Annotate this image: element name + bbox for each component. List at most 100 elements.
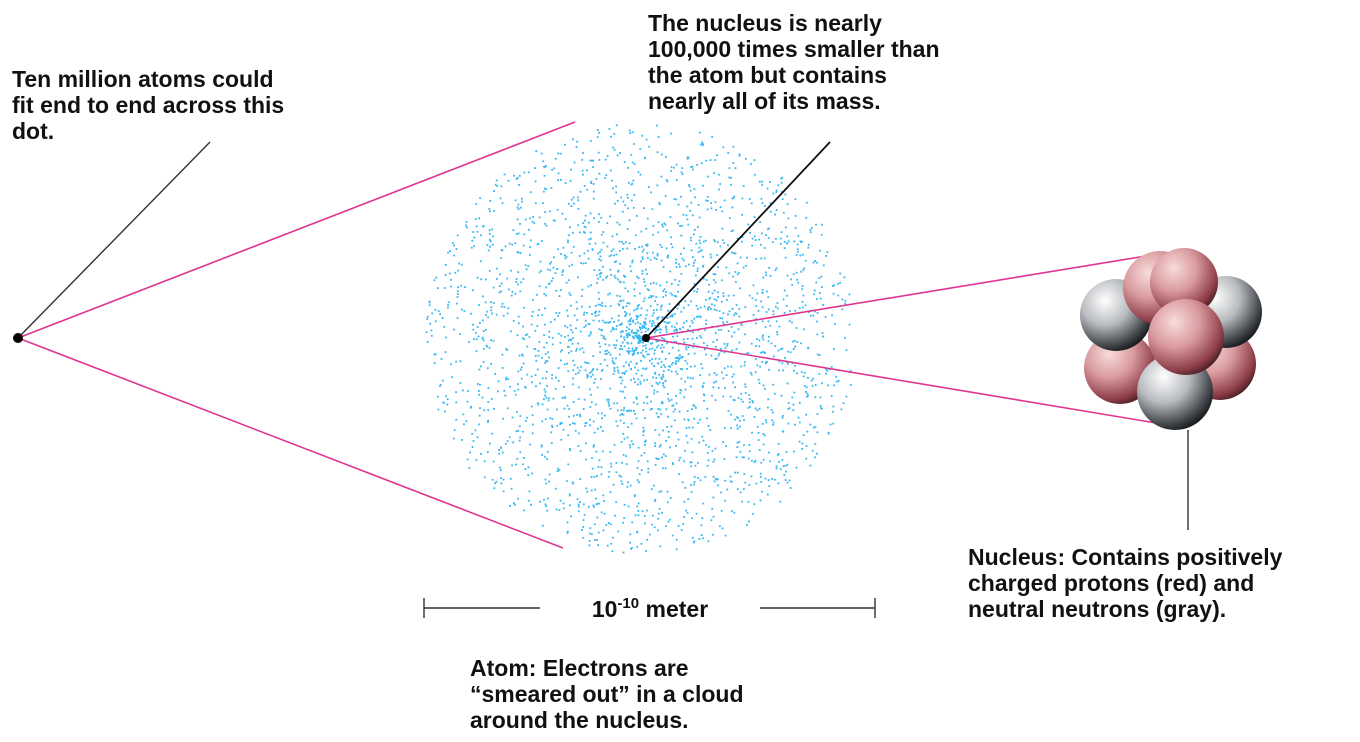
- electron-dot: [613, 402, 615, 405]
- electron-dot: [619, 300, 621, 303]
- electron-dot: [821, 286, 823, 288]
- electron-dot: [707, 175, 710, 178]
- electron-dot: [476, 276, 479, 279]
- electron-dot: [833, 323, 836, 325]
- electron-dot: [602, 278, 605, 281]
- electron-dot: [530, 323, 533, 326]
- electron-dot: [741, 415, 744, 417]
- nucleus-callout-line: charged protons (red) and: [968, 570, 1255, 596]
- electron-dot: [700, 162, 703, 165]
- electron-dot: [512, 320, 515, 322]
- electron-dot: [691, 536, 694, 539]
- electron-dot: [668, 400, 671, 402]
- electron-dot: [531, 423, 534, 426]
- electron-dot: [589, 424, 591, 427]
- electron-dot: [680, 195, 682, 198]
- electron-dot: [671, 246, 674, 249]
- electron-dot: [771, 419, 774, 422]
- electron-dot: [608, 344, 611, 347]
- electron-dot: [575, 348, 578, 350]
- electron-dot: [725, 374, 728, 376]
- electron-dot: [585, 362, 588, 364]
- electron-dot: [544, 478, 547, 481]
- electron-dot: [545, 377, 547, 380]
- electron-dot: [602, 241, 605, 244]
- electron-dot: [549, 269, 552, 272]
- electron-dot: [459, 382, 462, 384]
- electron-dot: [572, 196, 575, 199]
- electron-dot: [628, 363, 630, 366]
- electron-dot: [634, 248, 636, 250]
- electron-dot: [702, 265, 705, 268]
- electron-dot: [609, 169, 612, 172]
- electron-dot: [769, 324, 772, 327]
- electron-dot: [674, 328, 677, 331]
- electron-dot: [744, 386, 747, 388]
- electron-dot: [577, 199, 580, 202]
- electron-dot: [567, 334, 570, 337]
- electron-dot: [606, 352, 608, 355]
- electron-dot: [443, 287, 446, 289]
- electron-dot: [493, 487, 496, 490]
- electron-dot: [671, 313, 674, 316]
- electron-dot: [514, 292, 517, 295]
- electron-dot: [658, 381, 661, 384]
- electron-dot: [560, 438, 563, 441]
- electron-dot: [736, 488, 739, 491]
- electron-dot: [727, 410, 730, 412]
- electron-dot: [569, 324, 572, 327]
- electron-dot: [598, 213, 600, 216]
- electron-dot: [660, 246, 663, 248]
- electron-dot: [671, 294, 674, 296]
- electron-dot: [433, 279, 436, 282]
- electron-dot: [522, 325, 524, 328]
- electron-dot: [615, 462, 618, 464]
- electron-dot: [439, 313, 441, 315]
- electron-dot: [650, 191, 652, 194]
- electron-dot: [707, 540, 710, 543]
- electron-dot: [607, 293, 609, 296]
- electron-dot: [660, 413, 662, 416]
- electron-dot: [608, 522, 610, 524]
- electron-dot: [614, 202, 616, 205]
- electron-dot: [633, 332, 636, 335]
- electron-dot: [674, 295, 676, 297]
- nucleus-size-leader-line: [645, 141, 831, 339]
- electron-dot: [579, 231, 581, 234]
- electron-dot: [690, 201, 693, 204]
- electron-dot: [669, 497, 672, 499]
- electron-dot: [710, 519, 713, 522]
- electron-dot: [780, 190, 783, 193]
- electron-dot: [721, 210, 724, 213]
- electron-dot: [487, 249, 490, 252]
- electron-dot: [478, 414, 481, 417]
- electron-dot: [639, 323, 642, 325]
- electron-dot: [596, 282, 598, 284]
- electron-dot: [461, 308, 463, 311]
- electron-dot: [641, 324, 644, 327]
- electron-dot: [628, 409, 631, 412]
- electron-dot: [647, 467, 650, 470]
- electron-dot: [741, 456, 744, 459]
- electron-dot: [723, 427, 726, 429]
- electron-dot: [725, 445, 727, 448]
- electron-dot: [596, 368, 599, 371]
- electron-dot: [472, 231, 475, 233]
- electron-dot: [523, 509, 525, 512]
- electron-dot: [476, 436, 479, 439]
- electron-dot: [603, 335, 605, 338]
- electron-dot: [591, 467, 594, 470]
- electron-dot: [514, 199, 517, 202]
- electron-dot: [612, 327, 614, 329]
- electron-dot: [696, 226, 699, 228]
- electron-dot: [579, 450, 582, 452]
- electron-dot: [466, 458, 469, 461]
- electron-dot: [647, 341, 650, 343]
- electron-dot: [435, 276, 438, 279]
- electron-dot: [728, 217, 731, 219]
- electron-dot: [639, 335, 642, 338]
- electron-dot: [730, 413, 732, 416]
- electron-dot: [844, 299, 847, 302]
- electron-dot: [500, 257, 503, 259]
- electron-dot: [646, 460, 649, 463]
